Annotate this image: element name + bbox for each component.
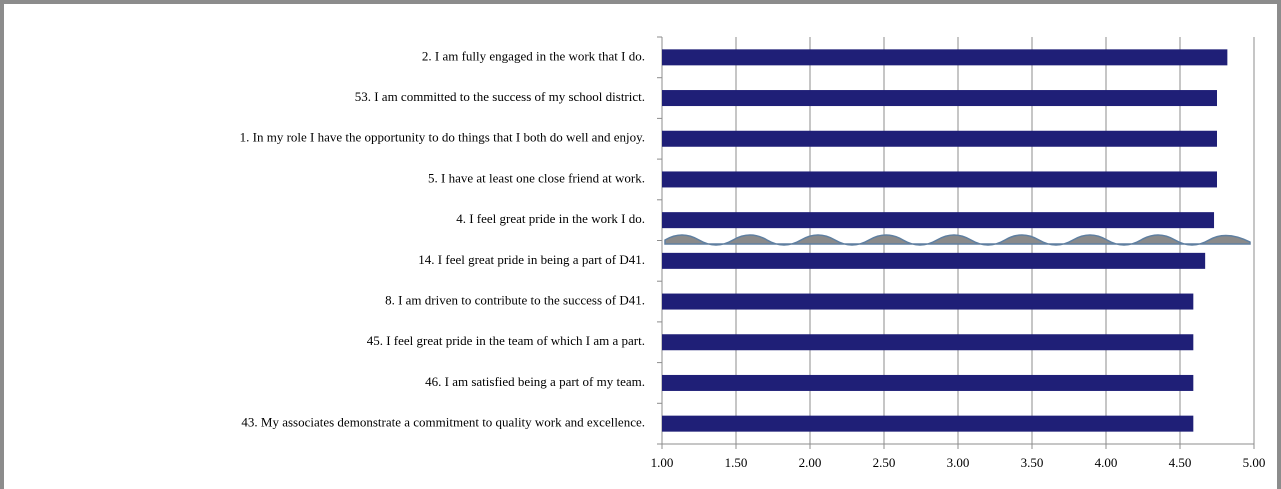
- y-tick-label: 45. I feel great pride in the team of wh…: [367, 333, 645, 348]
- bar: [662, 212, 1215, 229]
- x-tick-label: 3.50: [1021, 455, 1044, 470]
- x-tick-label: 2.50: [873, 455, 896, 470]
- y-tick-label: 14. I feel great pride in being a part o…: [418, 252, 645, 267]
- y-tick-label: 1. In my role I have the opportunity to …: [240, 130, 645, 145]
- bar: [662, 374, 1194, 391]
- bar: [662, 171, 1217, 188]
- axis-break: [664, 234, 1251, 246]
- y-tick-label: 5. I have at least one close friend at w…: [428, 170, 645, 185]
- y-tick-label: 46. I am satisfied being a part of my te…: [425, 374, 645, 389]
- y-tick-label: 4. I feel great pride in the work I do.: [456, 211, 645, 226]
- x-tick-label: 1.00: [651, 455, 674, 470]
- bar: [662, 334, 1194, 351]
- bar: [662, 415, 1194, 432]
- bar: [662, 293, 1194, 310]
- x-tick-label: 2.00: [799, 455, 822, 470]
- x-tick-label: 4.00: [1095, 455, 1118, 470]
- x-tick-label: 4.50: [1169, 455, 1192, 470]
- x-tick-label: 5.00: [1243, 455, 1266, 470]
- bar: [662, 130, 1217, 147]
- y-tick-label: 43. My associates demonstrate a commitme…: [241, 415, 645, 430]
- y-tick-label: 8. I am driven to contribute to the succ…: [385, 293, 645, 308]
- x-tick-label: 3.00: [947, 455, 970, 470]
- y-tick-label: 2. I am fully engaged in the work that I…: [422, 48, 645, 63]
- y-tick-label: 53. I am committed to the success of my …: [355, 89, 645, 104]
- x-tick-label: 1.50: [725, 455, 748, 470]
- bar: [662, 252, 1206, 269]
- bar: [662, 49, 1228, 66]
- bar: [662, 90, 1217, 107]
